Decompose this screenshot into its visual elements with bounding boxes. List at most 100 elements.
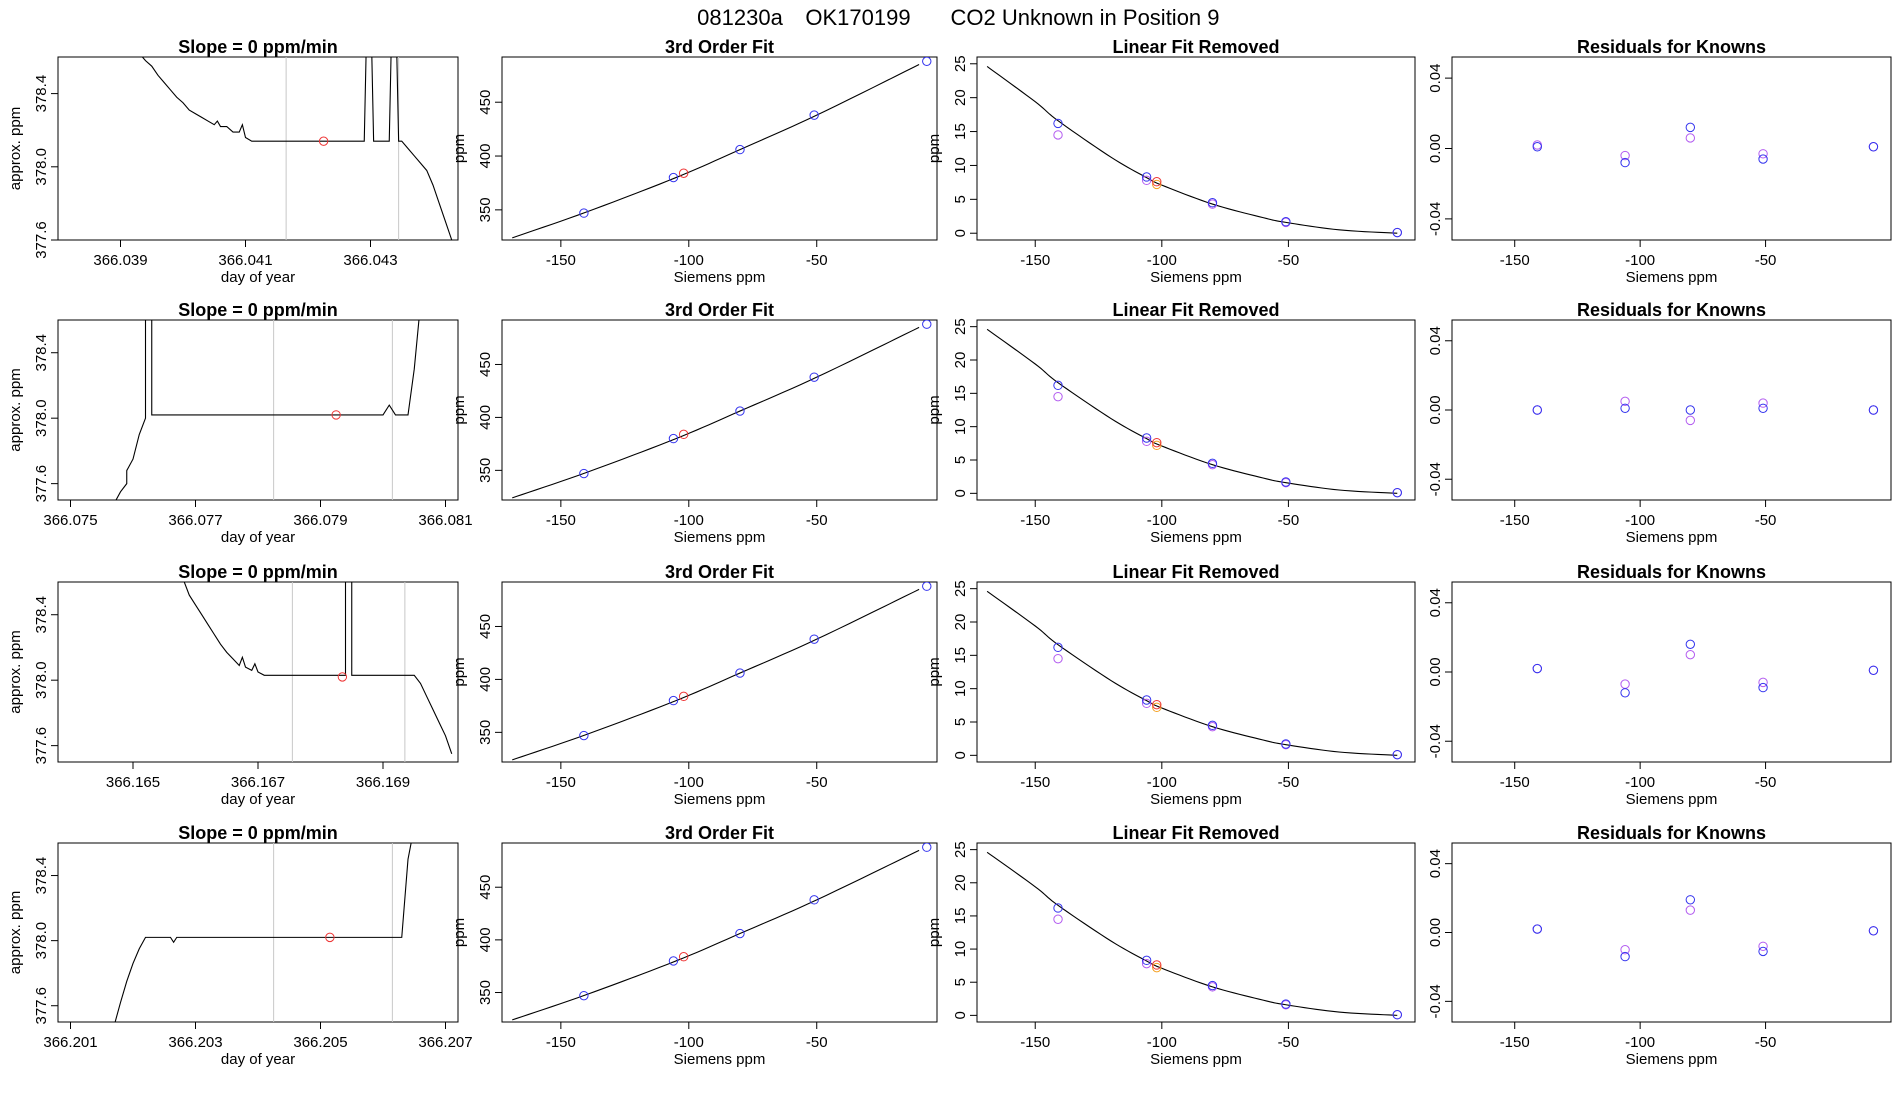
y-tick-label: 378.4 bbox=[33, 334, 50, 372]
panel-grid: Slope = 0 ppm/min 366.039 366.041 366.043 37… bbox=[7, 37, 1892, 1068]
known-point-purple-marker bbox=[1141, 175, 1152, 186]
x-tick-label: -150 bbox=[546, 1034, 576, 1051]
known-point-marker bbox=[668, 956, 679, 966]
y-tick-label: 400 bbox=[477, 144, 494, 169]
residual-blue-marker bbox=[1620, 951, 1630, 962]
residual-blue-marker bbox=[1868, 926, 1879, 936]
x-tick-label: -150 bbox=[1020, 1034, 1050, 1051]
y-tick-label: 377.6 bbox=[33, 221, 50, 259]
panel-slope-row-3: Slope = 0 ppm/min 366.165 366.167 366.169 37… bbox=[7, 562, 459, 808]
unknown-point-orange-marker bbox=[1152, 702, 1162, 713]
unknown-point-orange-marker bbox=[1152, 962, 1162, 973]
y-tick-label: 15 bbox=[952, 123, 969, 140]
y-tick-label: 378.0 bbox=[33, 399, 50, 437]
y-tick-label: 10 bbox=[952, 157, 969, 174]
y-tick-label: 350 bbox=[477, 720, 494, 745]
x-tick-label: -100 bbox=[1147, 512, 1177, 529]
x-axis-label: Siemens ppm bbox=[674, 269, 766, 286]
panel-title: Linear Fit Removed bbox=[1112, 37, 1279, 57]
known-point-blue-marker bbox=[1053, 380, 1063, 391]
residual-blue-marker bbox=[1868, 405, 1879, 415]
residual-blue-marker bbox=[1868, 665, 1879, 675]
x-tick-label: -150 bbox=[1500, 512, 1530, 529]
y-tick-label: 0.00 bbox=[1427, 395, 1444, 424]
plot-frame bbox=[976, 842, 1416, 1023]
y-tick-label: 15 bbox=[952, 647, 969, 664]
y-axis-label: ppm bbox=[451, 657, 468, 686]
y-tick-label: 350 bbox=[477, 197, 494, 222]
known-point-marker bbox=[922, 320, 932, 329]
known-point-marker bbox=[809, 372, 819, 382]
residual-curve bbox=[986, 851, 1398, 1016]
plot-area bbox=[512, 320, 932, 499]
known-point-marker bbox=[579, 468, 589, 479]
y-axis-label: ppm bbox=[926, 657, 943, 686]
y-axis-label: ppm bbox=[451, 918, 468, 947]
y-tick-label: 0.00 bbox=[1427, 134, 1444, 163]
y-tick-label: 450 bbox=[477, 90, 494, 115]
known-point-marker bbox=[809, 110, 819, 120]
plot-area bbox=[986, 590, 1402, 760]
x-tick-label: 366.167 bbox=[231, 774, 285, 791]
y-tick-label: 450 bbox=[477, 614, 494, 639]
x-tick-label: -50 bbox=[1755, 774, 1777, 791]
panel-linear-row-4: Linear Fit Removed -150 -100 -50 0 5 10 15 20 25 S… bbox=[926, 823, 1416, 1068]
x-tick-label: -50 bbox=[806, 1034, 828, 1051]
panel-title: Slope = 0 ppm/min bbox=[178, 562, 338, 582]
known-point-blue-marker bbox=[1141, 695, 1152, 705]
unknown-point-marker bbox=[678, 952, 689, 962]
unknown-point-red-marker bbox=[1152, 699, 1162, 710]
panel-title: Slope = 0 ppm/min bbox=[178, 823, 338, 843]
y-tick-label: 378.4 bbox=[33, 857, 50, 895]
y-tick-label: 5 bbox=[952, 195, 969, 203]
residual-curve bbox=[986, 590, 1398, 756]
x-axis-label: Siemens ppm bbox=[1626, 1051, 1718, 1068]
y-tick-label: 15 bbox=[952, 908, 969, 925]
y-axis-label: approx. ppm bbox=[7, 368, 24, 451]
residual-purple-marker bbox=[1620, 679, 1630, 689]
unknown-point-marker bbox=[678, 429, 689, 440]
known-point-blue-marker bbox=[1392, 487, 1402, 498]
known-point-blue-marker bbox=[1392, 749, 1402, 760]
x-tick-label: -100 bbox=[1147, 252, 1177, 269]
known-point-marker bbox=[922, 57, 932, 67]
x-axis-label: Siemens ppm bbox=[674, 791, 766, 808]
panel-title: Slope = 0 ppm/min bbox=[178, 300, 338, 320]
residual-blue-marker bbox=[1758, 403, 1768, 413]
x-tick-label: 366.201 bbox=[43, 1034, 97, 1051]
y-tick-label: 0 bbox=[952, 751, 969, 759]
y-tick-label: 400 bbox=[477, 667, 494, 692]
x-tick-label: -50 bbox=[1278, 1034, 1300, 1051]
y-tick-label: 20 bbox=[952, 89, 969, 106]
known-point-purple-marker bbox=[1141, 698, 1152, 709]
x-tick-label: 366.077 bbox=[168, 512, 222, 529]
known-point-purple-marker bbox=[1053, 391, 1063, 402]
header-run-id: 081230a bbox=[697, 5, 783, 30]
residual-blue-marker bbox=[1685, 895, 1696, 905]
residual-blue-marker bbox=[1532, 924, 1542, 934]
panel-slope-row-2: Slope = 0 ppm/min 366.075 366.077 366.079 36… bbox=[7, 300, 473, 546]
known-point-blue-marker bbox=[1141, 172, 1152, 182]
known-point-purple-marker bbox=[1053, 130, 1063, 140]
panel-title: Residuals for Knowns bbox=[1577, 300, 1766, 320]
y-tick-label: 400 bbox=[477, 405, 494, 430]
residual-purple-marker bbox=[1685, 649, 1696, 660]
known-point-marker bbox=[735, 144, 745, 155]
known-point-marker bbox=[922, 843, 932, 852]
x-tick-label: -50 bbox=[806, 512, 828, 529]
trace-line bbox=[114, 843, 412, 1022]
x-tick-label: 366.079 bbox=[293, 512, 347, 529]
y-tick-label: 378.4 bbox=[33, 75, 50, 113]
y-tick-label: 350 bbox=[477, 980, 494, 1005]
x-tick-label: -100 bbox=[674, 774, 704, 791]
known-point-blue-marker bbox=[1053, 118, 1063, 129]
x-tick-label: -150 bbox=[1020, 252, 1050, 269]
y-tick-label: 25 bbox=[952, 841, 969, 858]
known-point-marker bbox=[668, 172, 679, 183]
plot-area bbox=[141, 57, 453, 240]
residual-blue-marker bbox=[1532, 663, 1542, 674]
plot-frame bbox=[976, 581, 1416, 763]
x-tick-label: -50 bbox=[1755, 252, 1777, 269]
panel-title: Residuals for Knowns bbox=[1577, 562, 1766, 582]
